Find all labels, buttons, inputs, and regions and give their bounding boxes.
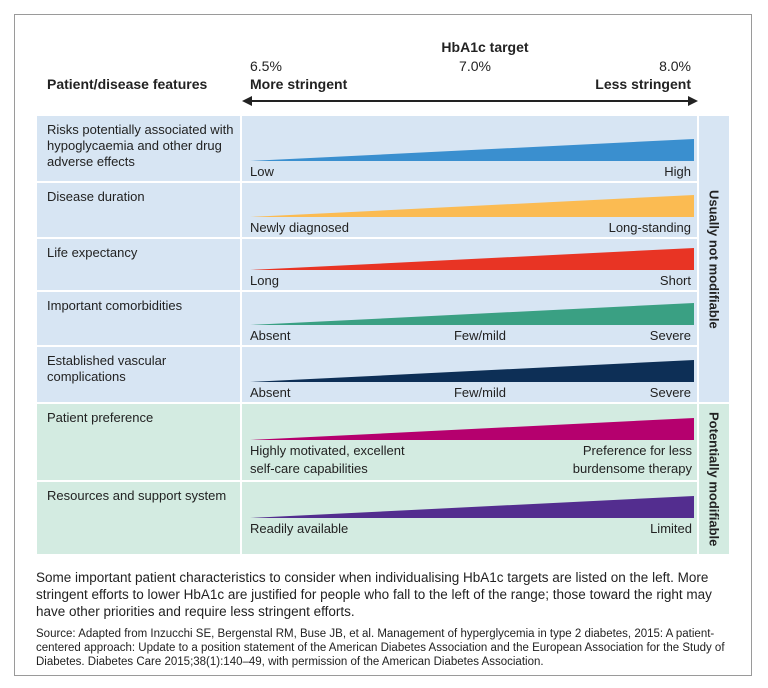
range-cell — [242, 404, 697, 480]
feature-label: Important comorbidities — [47, 298, 183, 313]
feature-label: Patient preference — [47, 410, 154, 425]
range-low-label: Long — [250, 273, 279, 288]
feature-cell — [37, 404, 240, 480]
range-mid-label: Few/mild — [453, 385, 506, 400]
caption: Some important patient characteristics t… — [36, 570, 712, 619]
column-title: Patient/disease features — [47, 76, 208, 92]
tick-label: 6.5% — [250, 58, 282, 74]
tick-label: 7.0% — [459, 58, 491, 74]
range-low-label: Readily available — [250, 521, 349, 536]
group-label: Usually not modifiable — [699, 116, 729, 402]
range-high-label: High — [664, 164, 691, 179]
range-high-label: Severe — [649, 385, 691, 400]
feature-label: Established vascular complications — [47, 353, 167, 384]
range-low-label: Low — [250, 164, 274, 179]
range-high-label: Limited — [650, 521, 692, 536]
feature-cell — [37, 183, 240, 237]
group-label: Potentially modifiable — [699, 404, 729, 554]
wedge — [250, 496, 694, 518]
feature-cell — [37, 292, 240, 345]
range-low-label: Highly motivated, excellent self-care ca… — [250, 443, 405, 476]
source: Source: Adapted from Inzucchi SE, Bergen… — [36, 628, 725, 668]
wedge — [250, 360, 694, 382]
feature-cell — [37, 482, 240, 554]
left-label: More stringent — [250, 76, 348, 92]
range-high-label: Severe — [649, 328, 691, 343]
range-low-label: Absent — [250, 328, 291, 343]
wedge — [250, 139, 694, 161]
range-arrow — [242, 96, 698, 106]
right-label: Less stringent — [595, 76, 691, 92]
feature-cell — [37, 347, 240, 402]
range-high-label: Preference for less burdensome therapy — [572, 443, 692, 476]
range-low-label: Absent — [250, 385, 291, 400]
range-mid-label: Few/mild — [453, 328, 506, 343]
wedge — [250, 303, 694, 325]
feature-label: Resources and support system — [47, 488, 227, 503]
wedge — [250, 418, 694, 440]
tick-label: 8.0% — [659, 58, 691, 74]
range-high-label: Long-standing — [608, 220, 691, 235]
range-low-label: Newly diagnosed — [250, 220, 350, 235]
header-title: HbA1c target — [441, 39, 529, 55]
feature-label: Disease duration — [47, 189, 145, 204]
feature-cell — [37, 116, 240, 181]
wedge — [250, 248, 694, 270]
feature-label: Risks potentially associated with hypogl… — [47, 122, 234, 169]
wedge — [250, 195, 694, 217]
range-high-label: Short — [659, 273, 691, 288]
feature-label: Life expectancy — [47, 245, 138, 260]
frame — [14, 14, 752, 676]
range-cell — [242, 482, 697, 554]
feature-cell — [37, 239, 240, 290]
